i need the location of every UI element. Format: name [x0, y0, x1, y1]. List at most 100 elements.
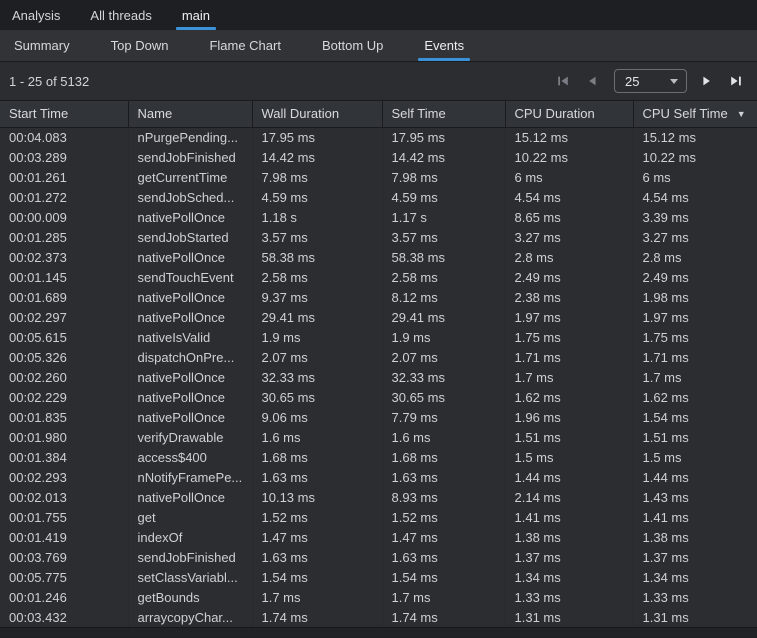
cell: 2.49 ms [642, 269, 689, 285]
first-page-button[interactable] [554, 72, 572, 90]
cell: 29.41 ms [382, 307, 506, 327]
table-row[interactable]: 00:01.980 verifyDrawable 1.6 ms 1.6 ms 1.51 … [0, 427, 757, 447]
cell: 1.96 ms [505, 407, 634, 427]
last-page-icon [729, 74, 743, 88]
table-row[interactable]: 00:01.835 nativePollOnce 9.06 ms 7.79 ms 1.9… [0, 407, 757, 427]
cell: 2.49 ms [505, 267, 634, 287]
tab-summary[interactable]: Summary [14, 38, 70, 53]
cell: 58.38 ms [382, 247, 506, 267]
table-row[interactable]: 00:02.260 nativePollOnce 32.33 ms 32.33 ms 1… [0, 367, 757, 387]
cell: 4.54 ms [505, 187, 634, 207]
column-header-cpu-self-time[interactable]: CPU Self Time ▼ [633, 101, 757, 128]
cell: 2.07 ms [252, 347, 383, 367]
cell: 1.34 ms [505, 567, 634, 587]
table-row[interactable]: 00:01.261 getCurrentTime 7.98 ms 7.98 ms 6 m… [0, 167, 757, 187]
cell: 1.97 ms [642, 309, 689, 325]
cell: 00:01.145 [0, 267, 129, 287]
cell: nativePollOnce [128, 207, 253, 227]
cell: 1.5 ms [642, 449, 682, 465]
table-row[interactable]: 00:01.272 sendJobSched... 4.59 ms 4.59 ms 4.… [0, 187, 757, 207]
cell: 3.57 ms [252, 227, 383, 247]
cell: 00:01.384 [0, 447, 129, 467]
cell: 8.12 ms [382, 287, 506, 307]
table-row[interactable]: 00:01.419 indexOf 1.47 ms 1.47 ms 1.38 ms 1.3… [0, 527, 757, 547]
cell: get [128, 507, 253, 527]
next-page-button[interactable] [698, 72, 716, 90]
cell: 9.06 ms [252, 407, 383, 427]
last-page-button[interactable] [727, 72, 745, 90]
cell: 15.12 ms [505, 127, 634, 147]
page-size-value: 25 [625, 73, 640, 89]
table-row[interactable]: 00:03.432 arraycopyChar... 1.74 ms 1.74 ms 1… [0, 607, 757, 627]
table-row[interactable]: 00:02.373 nativePollOnce 58.38 ms 58.38 ms 2… [0, 247, 757, 267]
view-tab-bar: Summary Top Down Flame Chart Bottom Up Event… [0, 30, 757, 62]
cell: 2.58 ms [252, 267, 383, 287]
cell: 1.47 ms [382, 527, 506, 547]
cell: nativePollOnce [128, 287, 253, 307]
next-page-icon [700, 74, 714, 88]
column-header-wall-duration[interactable]: Wall Duration [252, 101, 383, 128]
cell: 1.52 ms [252, 507, 383, 527]
cell: sendTouchEvent [128, 267, 253, 287]
table-row[interactable]: 00:02.293 nNotifyFramePe... 1.63 ms 1.63 ms… [0, 467, 757, 487]
cell: sendJobFinished [128, 147, 253, 167]
table-row[interactable]: 00:02.297 nativePollOnce 29.41 ms 29.41 ms 1… [0, 307, 757, 327]
table-row[interactable]: 00:01.246 getBounds 1.7 ms 1.7 ms 1.33 ms 1.3… [0, 587, 757, 607]
table-row[interactable]: 00:04.083 nPurgePending... 17.95 ms 17.95 m… [0, 127, 757, 147]
table-row[interactable]: 00:03.289 sendJobFinished 14.42 ms 14.42 ms… [0, 147, 757, 167]
tab-top-down[interactable]: Top Down [110, 38, 169, 53]
table-row[interactable]: 00:00.009 nativePollOnce 1.18 s 1.17 s 8.65 … [0, 207, 757, 227]
table-row[interactable]: 00:05.615 nativeIsValid 1.9 ms 1.9 ms 1.75 m… [0, 327, 757, 347]
tab-bottom-up[interactable]: Bottom Up [321, 38, 384, 53]
page-size-dropdown[interactable]: 25 [614, 69, 687, 93]
column-header-name[interactable]: Name [128, 101, 253, 128]
cell: 1.97 ms [505, 307, 634, 327]
tab-flame-chart[interactable]: Flame Chart [209, 38, 281, 53]
cell: 1.62 ms [642, 389, 689, 405]
table-row[interactable]: 00:02.229 nativePollOnce 30.65 ms 30.65 ms 1… [0, 387, 757, 407]
cell: 1.43 ms [642, 489, 689, 505]
cell: 30.65 ms [252, 387, 383, 407]
cell: nNotifyFramePe... [128, 467, 253, 487]
tab-events[interactable]: Events [410, 30, 478, 61]
table-row[interactable]: 00:02.013 nativePollOnce 10.13 ms 8.93 ms 2.… [0, 487, 757, 507]
cell: sendJobStarted [128, 227, 253, 247]
cell: getBounds [128, 587, 253, 607]
cell: 6 ms [505, 167, 634, 187]
table-row[interactable]: 00:05.775 setClassVariabl... 1.54 ms 1.54 m… [0, 567, 757, 587]
cell: 00:01.272 [0, 187, 129, 207]
table-row[interactable]: 00:01.755 get 1.52 ms 1.52 ms 1.41 ms 1.41 ms [0, 507, 757, 527]
cell: 1.54 ms [252, 567, 383, 587]
cell: 00:02.297 [0, 307, 129, 327]
cell: 1.68 ms [252, 447, 383, 467]
cell: 1.74 ms [382, 607, 506, 627]
cell: 1.75 ms [642, 329, 689, 345]
sort-desc-icon: ▼ [736, 109, 746, 120]
cell: 1.7 ms [505, 367, 634, 387]
column-header-start-time[interactable]: Start Time [0, 101, 129, 128]
previous-page-button[interactable] [583, 72, 601, 90]
cell: 7.79 ms [382, 407, 506, 427]
thread-tab-analysis[interactable]: Analysis [12, 7, 61, 23]
table-row[interactable]: 00:03.769 sendJobFinished 1.63 ms 1.63 ms 1.… [0, 547, 757, 567]
cell: 14.42 ms [382, 147, 506, 167]
cell: 00:05.326 [0, 347, 129, 367]
cell: 1.18 s [252, 207, 383, 227]
cell: 17.95 ms [382, 127, 506, 147]
cell: 14.42 ms [252, 147, 383, 167]
column-header-cpu-duration[interactable]: CPU Duration [505, 101, 634, 128]
cell: 00:02.229 [0, 387, 129, 407]
thread-tab-main[interactable]: main [172, 0, 220, 30]
thread-tab-all-threads[interactable]: All threads [90, 7, 152, 23]
table-row[interactable]: 00:05.326 dispatchOnPre... 2.07 ms 2.07 ms 1… [0, 347, 757, 367]
bottom-strip [0, 627, 757, 637]
table-row[interactable]: 00:01.689 nativePollOnce 9.37 ms 8.12 ms 2.3… [0, 287, 757, 307]
cell: 00:02.373 [0, 247, 129, 267]
cell: 3.57 ms [382, 227, 506, 247]
column-header-self-time[interactable]: Self Time [382, 101, 506, 128]
table-row[interactable]: 00:01.384 access$400 1.68 ms 1.68 ms 1.5 ms 1… [0, 447, 757, 467]
table-row[interactable]: 00:01.145 sendTouchEvent 2.58 ms 2.58 ms 2.4… [0, 267, 757, 287]
table-row[interactable]: 00:01.285 sendJobStarted 3.57 ms 3.57 ms 3.2… [0, 227, 757, 247]
cell: 1.37 ms [505, 547, 634, 567]
cell: 1.5 ms [505, 447, 634, 467]
